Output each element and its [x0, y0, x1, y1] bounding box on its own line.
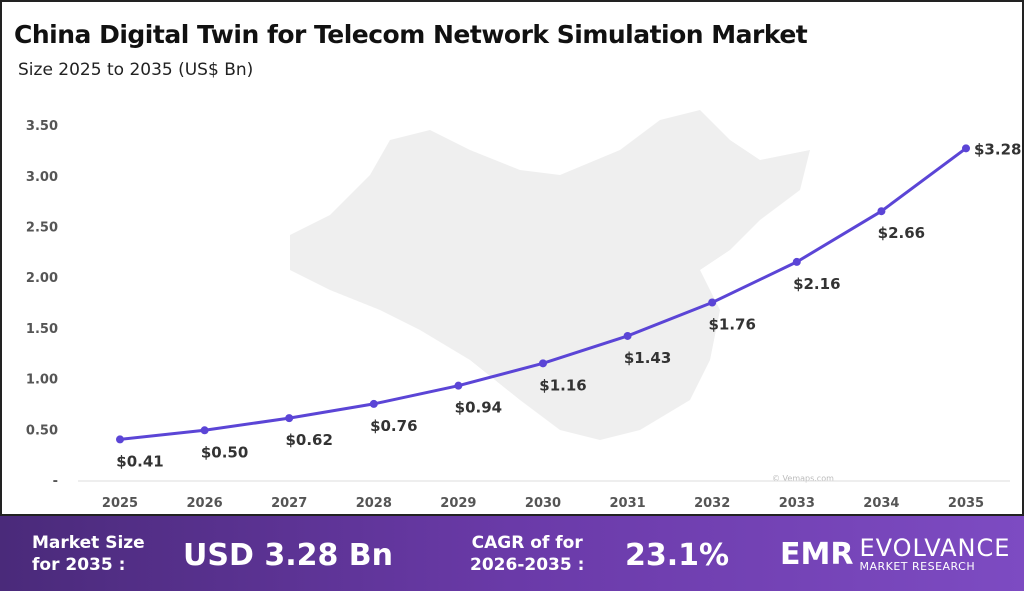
- x-tick-label: 2035: [948, 496, 984, 511]
- line-chart: © Vemaps.com - 0.50 1.00 1.50 2.00 2.50 3.00 3.…: [26, 110, 1021, 511]
- footer-banner: Market Size for 2035 : USD 3.28 Bn CAGR …: [0, 514, 1024, 591]
- cagr-label: CAGR of for 2026-2035 :: [470, 532, 584, 576]
- data-point: [708, 298, 717, 307]
- x-tick-label: 2027: [271, 496, 307, 511]
- x-tick-label: 2026: [187, 496, 223, 511]
- market-size-label-line1: Market Size: [32, 533, 145, 553]
- x-tick-label: 2031: [610, 496, 646, 511]
- x-tick-label: 2025: [102, 496, 138, 511]
- data-label: $0.94: [455, 399, 502, 417]
- brand-logo: EMR EVOLVANCE MARKET RESEARCH: [780, 536, 1010, 573]
- market-size-value: USD 3.28 Bn: [183, 538, 393, 573]
- y-tick-label: 1.50: [26, 322, 58, 337]
- data-label: $2.16: [793, 275, 840, 293]
- cagr-label-line2: 2026-2035 :: [470, 555, 585, 575]
- market-size-label: Market Size for 2035 :: [32, 532, 145, 576]
- x-tick-label: 2028: [356, 496, 392, 511]
- x-tick-label: 2033: [779, 496, 815, 511]
- data-label: $0.62: [285, 431, 332, 449]
- chart-subtitle: Size 2025 to 2035 (US$ Bn): [18, 60, 254, 80]
- market-size-label-line2: for 2035 :: [32, 555, 126, 575]
- watermark: © Vemaps.com: [772, 474, 834, 483]
- chart-title: China Digital Twin for Telecom Network S…: [14, 20, 808, 49]
- cagr-label-line1: CAGR of for: [471, 533, 583, 553]
- y-tick-label: 3.00: [26, 170, 58, 185]
- data-label: $0.76: [370, 417, 417, 435]
- emr-logo-mark: EMR: [780, 537, 854, 572]
- x-tick-label: 2034: [863, 496, 899, 511]
- cagr-value: 23.1%: [625, 538, 730, 573]
- data-point: [369, 399, 378, 408]
- x-tick-label: 2032: [694, 496, 730, 511]
- china-map-background: [290, 110, 810, 440]
- data-point: [623, 331, 632, 340]
- data-point: [454, 381, 463, 390]
- data-point: [962, 144, 970, 153]
- data-label: $2.66: [878, 224, 925, 242]
- data-label: $0.41: [116, 452, 163, 470]
- x-tick-label: 2030: [525, 496, 561, 511]
- y-tick-label: 3.50: [26, 119, 58, 134]
- data-point: [285, 414, 294, 423]
- data-point: [539, 359, 547, 368]
- data-label: $1.76: [708, 315, 755, 333]
- data-label: $0.50: [201, 443, 248, 461]
- data-point: [877, 207, 886, 216]
- y-tick-label: 2.00: [26, 271, 58, 286]
- data-label: $1.43: [624, 349, 671, 367]
- data-point: [116, 435, 124, 444]
- brand-name: EVOLVANCE: [859, 534, 1011, 562]
- y-tick-label: 1.00: [26, 373, 58, 388]
- y-tick-label: -: [53, 474, 58, 489]
- y-tick-label: 2.50: [26, 221, 58, 236]
- data-label: $3.28: [974, 140, 1021, 158]
- data-point: [200, 426, 209, 435]
- y-tick-label: 0.50: [26, 423, 58, 438]
- x-tick-label: 2029: [440, 496, 476, 511]
- data-point: [792, 257, 801, 266]
- data-label: $1.16: [539, 376, 586, 394]
- brand-subtitle: MARKET RESEARCH: [859, 560, 976, 573]
